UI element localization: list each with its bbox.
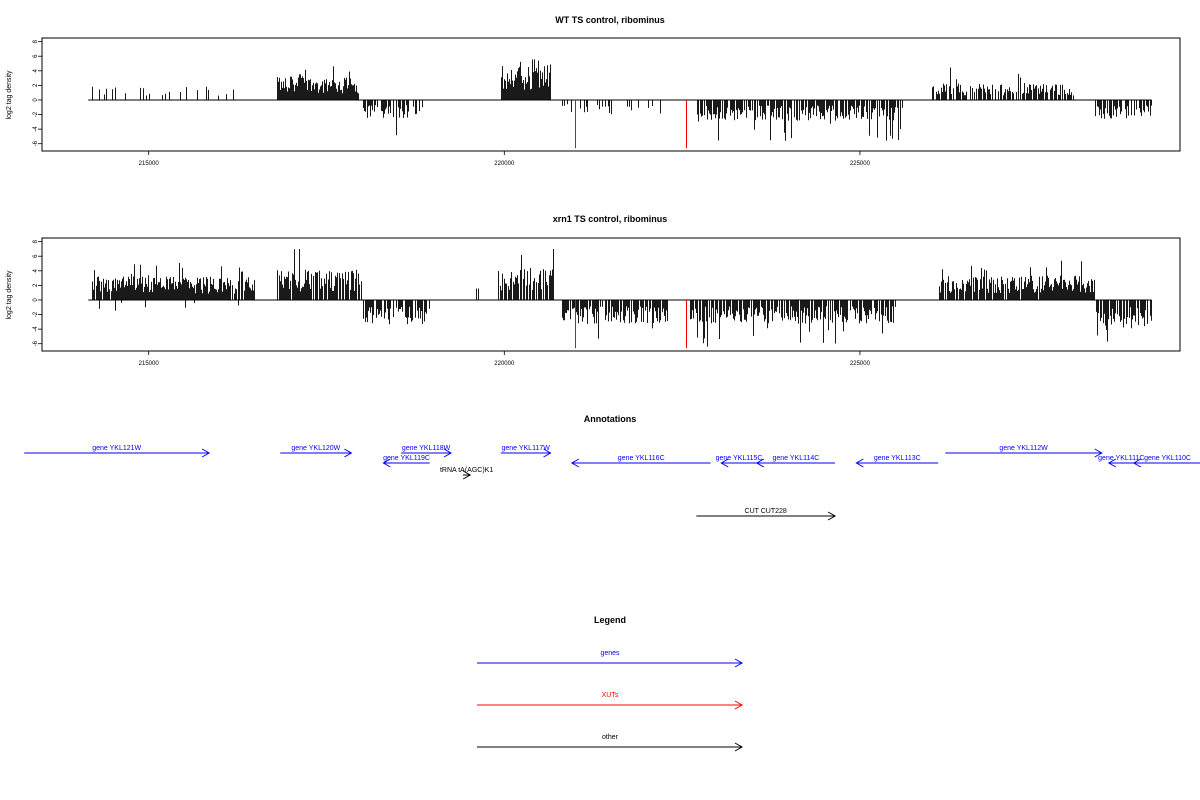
y-tick-label: -4 bbox=[33, 326, 39, 332]
wt-y-axis: 8 6 4 2 0 -2 -4 -6 bbox=[33, 39, 42, 146]
xrn1-signal-region bbox=[1096, 300, 1152, 342]
legend-label: XUTs bbox=[602, 692, 619, 699]
x-tick-label: 225000 bbox=[850, 361, 871, 367]
legend-label: other bbox=[602, 734, 619, 741]
x-tick-label: 220000 bbox=[494, 361, 515, 367]
legend-entry-other: other bbox=[477, 734, 744, 752]
feature-label: gene YKL121W bbox=[92, 445, 141, 452]
gene-arrow: gene YKL112W bbox=[945, 445, 1103, 458]
xrn1-y-axis: 8 6 4 2 0 -2 -4 -6 bbox=[33, 239, 42, 346]
wt-coverage-panel: WT TS control, ribominus log2 tag densit… bbox=[6, 15, 1181, 167]
wt-signal-region bbox=[92, 86, 234, 100]
y-tick-label: 8 bbox=[33, 239, 39, 243]
legend-entry-xuts: XUTs bbox=[477, 692, 744, 710]
x-tick-label: 215000 bbox=[139, 361, 160, 367]
xrn1-y-axis-label: log2 tag density bbox=[6, 270, 13, 320]
wt-signal-region bbox=[501, 59, 551, 100]
x-tick-label: 225000 bbox=[850, 161, 871, 167]
y-tick-label: 6 bbox=[33, 54, 39, 58]
legend-entries: genes XUTs other bbox=[477, 650, 744, 752]
legend-label: genes bbox=[600, 650, 620, 657]
wt-x-axis: 215000 220000 225000 bbox=[139, 151, 871, 167]
wt-y-axis-label: log2 tag density bbox=[6, 70, 13, 120]
feature-label: gene YKL111C bbox=[1098, 455, 1144, 462]
xrn1-panel-title: xrn1 TS control, ribominus bbox=[553, 214, 668, 224]
legend-entry-genes: genes bbox=[477, 650, 744, 668]
xrn1-plot-frame bbox=[41, 237, 1181, 352]
feature-label: gene YKL116C bbox=[618, 455, 665, 462]
y-tick-label: -2 bbox=[33, 111, 39, 117]
y-tick-label: -4 bbox=[33, 126, 39, 132]
xrn1-signal-region bbox=[363, 300, 430, 325]
feature-label: gene YKL110C bbox=[1144, 455, 1191, 462]
feature-label: CUT CUT228 bbox=[745, 508, 787, 515]
y-tick-label: 0 bbox=[33, 298, 39, 302]
gene-arrow: gene YKL114C bbox=[755, 455, 836, 468]
xrn1-signal-region bbox=[562, 300, 668, 339]
y-tick-label: 0 bbox=[33, 98, 39, 102]
xrn1-signal-region bbox=[99, 300, 239, 311]
wt-signal-region bbox=[697, 100, 903, 141]
x-tick-label: 220000 bbox=[494, 161, 515, 167]
feature-label: gene YKL120W bbox=[291, 445, 340, 452]
legend-title: Legend bbox=[594, 615, 626, 625]
y-tick-label: -2 bbox=[33, 311, 39, 317]
y-tick-label: -6 bbox=[33, 140, 39, 146]
xrn1-signal-bars bbox=[88, 249, 1152, 347]
x-tick-label: 215000 bbox=[139, 161, 160, 167]
gene-arrow: gene YKL116C bbox=[570, 455, 711, 468]
annotation-features: gene YKL121W gene YKL120W gene YKL118W gene… bbox=[24, 445, 1200, 521]
y-tick-label: 4 bbox=[33, 68, 39, 72]
wt-signal-region bbox=[638, 100, 661, 114]
wt-signal-region bbox=[562, 100, 632, 115]
feature-arrow: tRNA tA(AGC)K1 bbox=[440, 467, 493, 480]
gene-arrow: gene YKL119C bbox=[382, 455, 430, 468]
xrn1-signal-region bbox=[92, 262, 255, 300]
y-tick-label: 4 bbox=[33, 268, 39, 272]
y-tick-label: 2 bbox=[33, 283, 39, 287]
xrn1-x-axis: 215000 220000 225000 bbox=[139, 351, 871, 367]
y-tick-label: 6 bbox=[33, 254, 39, 258]
gene-arrow: gene YKL113C bbox=[855, 455, 939, 468]
xrn1-signal-region bbox=[690, 300, 896, 347]
xrn1-signal-region bbox=[498, 249, 554, 300]
wt-signal-region bbox=[277, 66, 359, 100]
xrn1-signal-region bbox=[277, 249, 362, 300]
gene-arrow: gene YKL121W bbox=[24, 445, 211, 458]
wt-signal-region bbox=[1095, 100, 1152, 119]
feature-label: tRNA tA(AGC)K1 bbox=[440, 467, 493, 474]
annotations-track: Annotations gene YKL121W gene YKL120W gene… bbox=[24, 414, 1200, 521]
gene-arrow: gene YKL117W bbox=[500, 445, 552, 458]
wt-signal-region bbox=[932, 67, 1074, 100]
gene-arrow: gene YKL115C bbox=[716, 455, 763, 468]
feature-label: gene YKL115C bbox=[716, 455, 763, 462]
gene-arrow: gene YKL111C bbox=[1098, 455, 1144, 468]
gene-arrow: gene YKL120W bbox=[280, 445, 353, 458]
feature-label: gene YKL113C bbox=[874, 455, 921, 462]
wt-signal-region bbox=[363, 100, 423, 136]
feature-label: gene YKL114C bbox=[773, 455, 820, 462]
wt-plot-frame bbox=[41, 37, 1181, 152]
y-tick-label: 2 bbox=[33, 83, 39, 87]
xrn1-coverage-panel: xrn1 TS control, ribominus log2 tag dens… bbox=[6, 214, 1181, 367]
wt-xut-marks bbox=[575, 99, 687, 149]
feature-label: gene YKL118W bbox=[402, 445, 451, 452]
xrn1-xut-marks bbox=[575, 299, 687, 349]
y-tick-label: -6 bbox=[33, 340, 39, 346]
legend: Legend genes XUTs other bbox=[477, 615, 744, 752]
gene-arrow: gene YKL118W bbox=[401, 445, 452, 458]
y-tick-label: 8 bbox=[33, 39, 39, 43]
xrn1-signal-region bbox=[476, 288, 479, 300]
feature-arrow: CUT CUT228 bbox=[696, 508, 837, 521]
wt-signal-bars bbox=[88, 59, 1152, 141]
wt-panel-title: WT TS control, ribominus bbox=[555, 15, 665, 25]
feature-label: gene YKL112W bbox=[999, 445, 1048, 452]
gene-arrow: gene YKL110C bbox=[1132, 455, 1200, 468]
xrn1-signal-region bbox=[939, 260, 1095, 300]
annotations-title: Annotations bbox=[584, 414, 637, 424]
feature-label: gene YKL119C bbox=[383, 455, 430, 462]
feature-label: gene YKL117W bbox=[501, 445, 550, 452]
